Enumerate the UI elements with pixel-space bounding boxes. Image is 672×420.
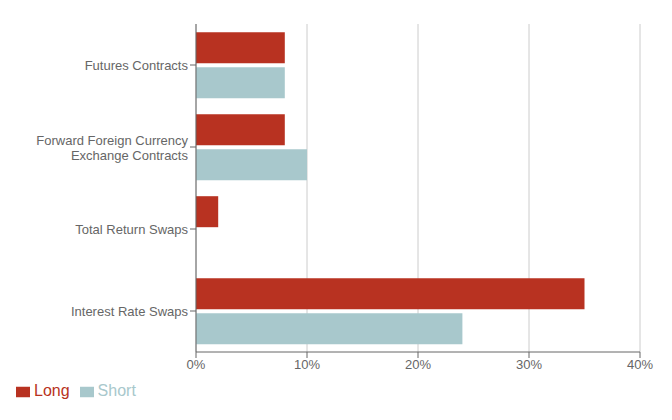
html-text:Long: Long [34, 382, 70, 399]
svg-text:Futures Contracts: Futures Contracts [85, 58, 189, 73]
svg-text:40%: 40% [627, 357, 653, 372]
html-text:Short: Short [97, 382, 136, 399]
svg-text:Total Return Swaps: Total Return Swaps [75, 222, 188, 237]
svg-text:0%: 0% [187, 357, 206, 372]
svg-text:Interest Rate Swaps: Interest Rate Swaps [71, 304, 189, 319]
svg-text:20%: 20% [405, 357, 431, 372]
svg-text:30%: 30% [516, 357, 542, 372]
svg-text:Forward Foreign CurrencyExchan: Forward Foreign CurrencyExchange Contrac… [36, 132, 188, 162]
svg-text:10%: 10% [294, 357, 320, 372]
